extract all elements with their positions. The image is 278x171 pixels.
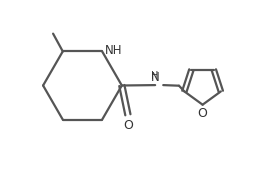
- Text: O: O: [123, 119, 133, 132]
- Text: N: N: [151, 71, 160, 84]
- Text: NH: NH: [105, 44, 122, 57]
- Text: H: H: [152, 71, 159, 81]
- Text: O: O: [198, 107, 208, 120]
